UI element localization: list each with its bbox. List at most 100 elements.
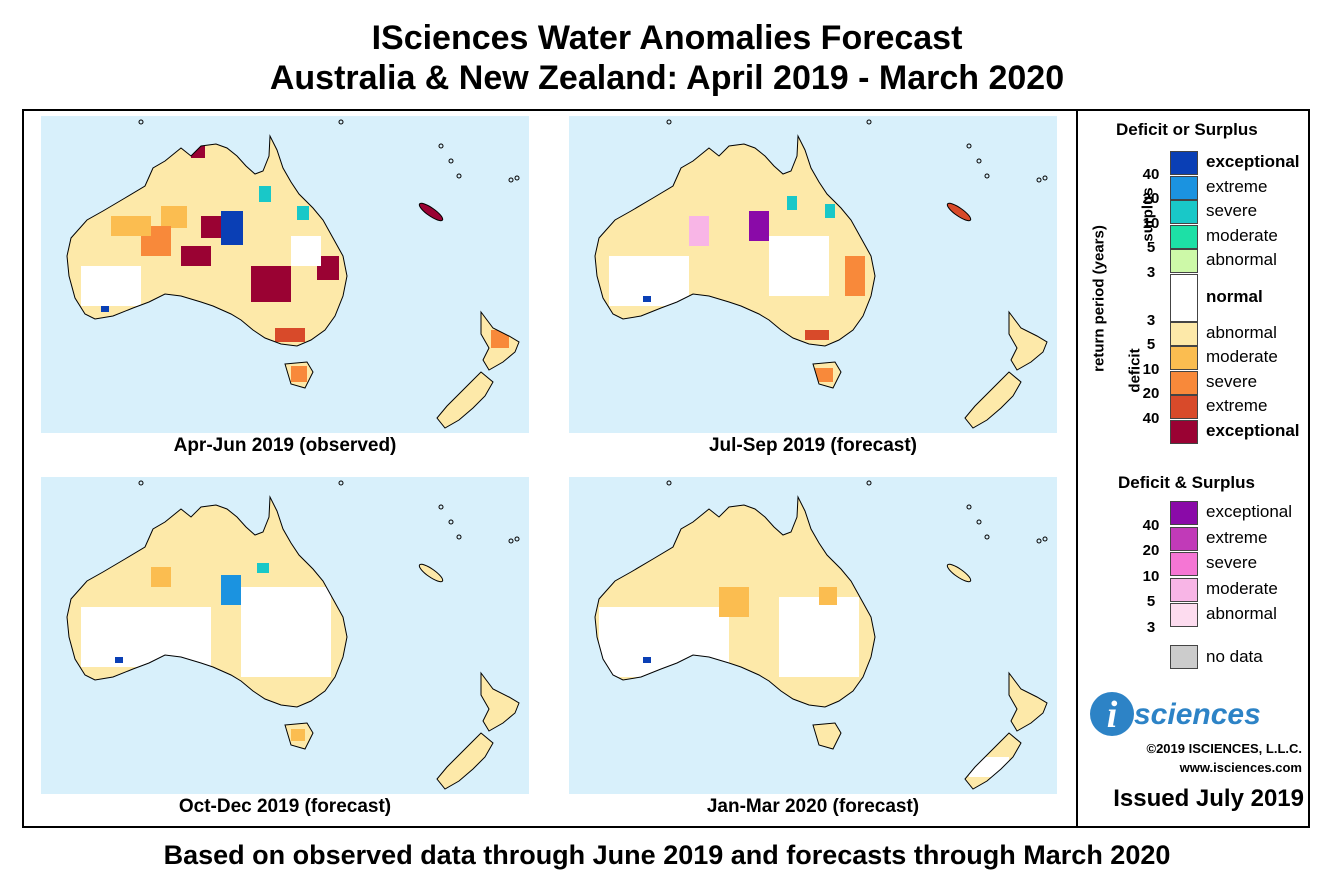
small-island (1036, 538, 1042, 544)
small-island (514, 536, 520, 542)
legend-deficit-abnormal-label: abnormal (1206, 322, 1277, 342)
anomaly-patch (251, 266, 291, 302)
nz-north-island-outline (480, 310, 520, 371)
legend-deficit-tick-10: 10 (1142, 360, 1160, 378)
anomaly-patch (181, 246, 211, 266)
small-island (448, 158, 454, 164)
small-island (866, 119, 872, 125)
legend-surplus-tick-40: 40 (1142, 165, 1160, 183)
small-island (666, 480, 672, 486)
map-oct-dec-2019 (41, 477, 529, 794)
legend-surplus-abnormal-swatch (1170, 249, 1198, 273)
anomaly-patch (221, 575, 241, 605)
legend-deficit-tick-20: 20 (1142, 385, 1160, 402)
legend-surplus-moderate-swatch (1170, 224, 1198, 249)
small-island (966, 504, 972, 510)
legend-normal-label: normal (1206, 286, 1263, 306)
small-island (338, 480, 344, 486)
anomaly-patch (491, 330, 509, 348)
legend-surplus-tick-3: 3 (1146, 263, 1156, 281)
map-jul-sep-2019 (569, 116, 1057, 433)
nz-south-island-outline (436, 371, 494, 429)
legend-both-moderate-label: moderate (1206, 578, 1278, 598)
legend-divider (1076, 109, 1078, 828)
legend-deficit-tick-5: 5 (1146, 336, 1156, 353)
new-caledonia (418, 202, 444, 222)
anomaly-patch (719, 587, 749, 617)
small-island (138, 119, 144, 125)
map-jan-mar-2020 (569, 477, 1057, 794)
legend-nodata-swatch (1170, 645, 1198, 669)
anomaly-patch (297, 206, 309, 220)
anomaly-patch (111, 216, 151, 236)
legend-both-extreme-label: extreme (1206, 527, 1268, 547)
legend-both-exceptional-swatch (1170, 501, 1198, 525)
map-svg-1 (594, 119, 1048, 429)
anomaly-patch (259, 186, 271, 202)
anomaly-patch (805, 330, 829, 340)
anomaly-patch (749, 211, 769, 241)
tasmania-outline (812, 361, 842, 389)
small-island (866, 480, 872, 486)
legend-deficit-exceptional-swatch (1170, 419, 1198, 444)
small-island (448, 519, 454, 525)
anomaly-patch (599, 607, 729, 677)
tasmania-outline (812, 722, 842, 750)
legend-deficit-severe-swatch (1170, 370, 1198, 395)
new-caledonia (946, 563, 972, 583)
map-svg-3 (594, 480, 1048, 790)
map-svg-2 (66, 480, 520, 790)
australia-outline (66, 134, 348, 347)
isciences-logo: i sciences (1088, 686, 1308, 742)
anomaly-patch (689, 216, 709, 246)
tasmania-outline (284, 361, 314, 389)
legend-nodata-label: no data (1206, 647, 1263, 666)
logo-i: i (1107, 694, 1118, 736)
australia-outline (66, 495, 348, 708)
anomaly-patch (101, 306, 109, 312)
anomaly-patch (275, 328, 305, 342)
australia-outline (594, 495, 876, 708)
legend-axis-label: return period (years) (1090, 225, 1108, 372)
small-island (508, 538, 514, 544)
anomaly-patch (241, 587, 331, 677)
small-island (514, 175, 520, 181)
legend-both-severe-swatch (1170, 552, 1198, 576)
anomaly-patch (221, 211, 243, 245)
small-island (984, 534, 990, 540)
anomaly-patch (191, 146, 205, 158)
small-island (976, 519, 982, 525)
legend-deficit-abnormal-swatch (1170, 321, 1198, 346)
website: www.isciences.com (1179, 760, 1302, 775)
legend-both-severe-label: severe (1206, 553, 1258, 572)
small-island (666, 119, 672, 125)
nz-south-island-outline (964, 732, 1022, 790)
australia-outline (594, 134, 876, 347)
anomaly-patch (291, 236, 321, 266)
figure-frame (22, 109, 1310, 828)
legend-both-exceptional-label: exceptional (1206, 502, 1293, 521)
anomaly-patch (161, 206, 187, 228)
tasmania-outline (284, 722, 314, 750)
legend-surplus-exceptional-swatch (1170, 151, 1198, 175)
anomaly-patch (769, 236, 829, 296)
legend-both-tick-10: 10 (1142, 567, 1160, 585)
legend-surplus-abnormal-label: abnormal (1206, 250, 1277, 269)
small-island (508, 177, 514, 183)
small-island (456, 534, 462, 540)
anomaly-patch (815, 368, 833, 382)
legend-surplus-tick-5: 5 (1146, 239, 1156, 256)
anomaly-patch (787, 196, 797, 210)
legend-surplus-severe-label: severe (1206, 201, 1258, 220)
map-caption-apr-jun-2019: Apr-Jun 2019 (observed) (173, 435, 397, 456)
legend-surplus-exceptional-label: exceptional (1206, 152, 1300, 171)
anomaly-patch (317, 256, 339, 280)
legend-title-deficit-or-surplus: Deficit or Surplus (1116, 120, 1258, 139)
nz-north-island-outline (480, 671, 520, 732)
legend-deficit-moderate-swatch (1170, 346, 1198, 370)
small-island (338, 119, 344, 125)
footer-note: Based on observed data through June 2019… (163, 840, 1171, 870)
small-island (976, 158, 982, 164)
new-caledonia (418, 563, 444, 583)
map-caption-oct-dec-2019: Oct-Dec 2019 (forecast) (178, 796, 392, 817)
